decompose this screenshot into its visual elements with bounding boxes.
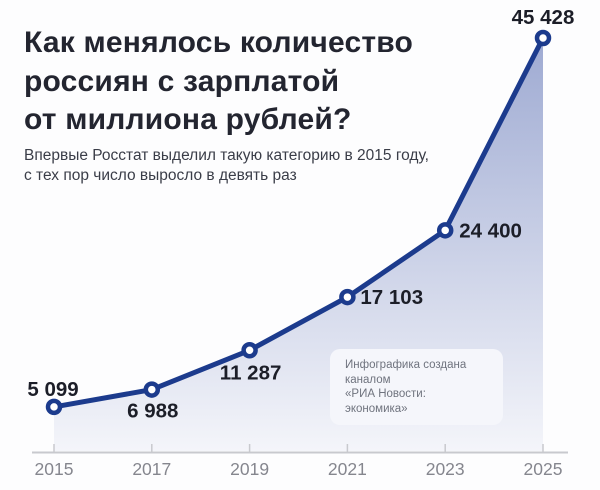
credit-badge-line: «РИА Новости: экономика» bbox=[345, 388, 426, 415]
credit-badge: Инфографика создана каналом «РИА Новости… bbox=[330, 349, 503, 425]
value-label: 6 988 bbox=[127, 400, 178, 423]
data-point-marker bbox=[339, 288, 356, 306]
x-tick-label: 2021 bbox=[328, 459, 367, 479]
value-label: 45 428 bbox=[512, 6, 575, 29]
data-point-marker bbox=[241, 342, 258, 359]
data-point-marker bbox=[534, 29, 552, 47]
data-point-marker bbox=[143, 381, 161, 398]
chart-subtitle: Впервые Росстат выделил такую категорию … bbox=[24, 146, 429, 186]
chart-title-line: Как менялось количество bbox=[24, 26, 414, 59]
x-tick-label: 2023 bbox=[426, 459, 465, 479]
data-point-marker bbox=[436, 222, 454, 239]
value-label: 24 400 bbox=[459, 219, 522, 242]
chart-subtitle-line: Впервые Росстат выделил такую категорию … bbox=[24, 147, 429, 164]
value-label: 11 287 bbox=[220, 361, 282, 384]
trend-line bbox=[51, 35, 546, 410]
chart-title: Как менялось количество россиян с зарпла… bbox=[24, 24, 413, 140]
data-point-marker bbox=[45, 398, 63, 416]
x-tick-label: 2019 bbox=[230, 459, 269, 479]
x-tick-label: 2025 bbox=[524, 459, 563, 479]
x-tick-label: 2015 bbox=[35, 459, 74, 479]
chart-title-line: от миллиона рублей? bbox=[24, 103, 352, 136]
value-label: 17 103 bbox=[360, 286, 423, 309]
area-fill bbox=[54, 38, 543, 451]
x-tick-label: 2017 bbox=[132, 459, 171, 479]
chart-subtitle-line: с тех пор число выросло в девять раз bbox=[24, 167, 297, 184]
chart-title-line: россиян с зарплатой bbox=[24, 64, 340, 98]
credit-badge-line: Инфографика создана каналом bbox=[345, 359, 467, 386]
value-label: 5 099 bbox=[27, 378, 78, 401]
